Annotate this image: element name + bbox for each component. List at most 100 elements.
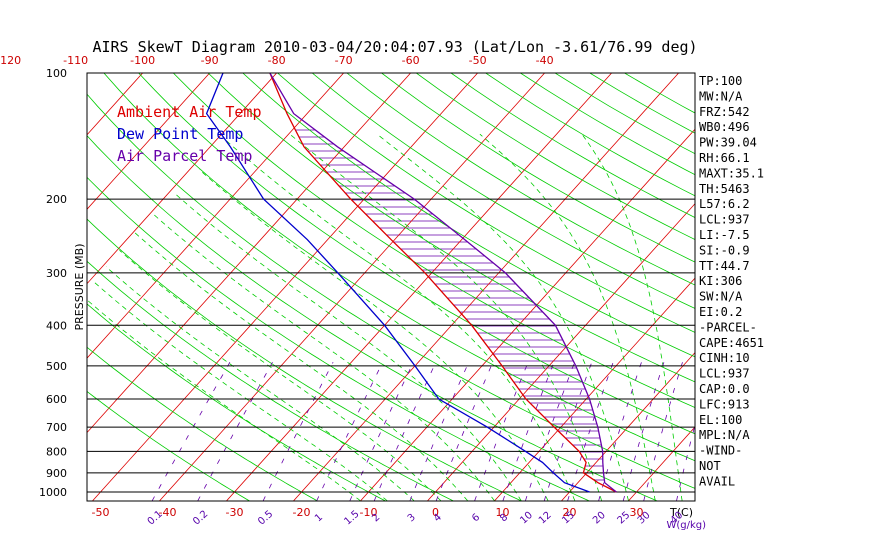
index-line: LFC:913: [699, 397, 750, 411]
mixing-ratio-line: [349, 362, 414, 501]
isotherm-line: [87, 73, 211, 210]
mixing-ratio-line: [262, 362, 334, 501]
bottom-temp-tick-label: 0: [432, 506, 439, 519]
isotherm-line: [293, 73, 680, 501]
x-axis-label: T(C): [669, 506, 693, 519]
index-line: TP:100: [699, 74, 742, 88]
isotherm-line: [427, 203, 695, 501]
index-line: SW:N/A: [699, 290, 743, 304]
dry-adiabat-line: [242, 73, 695, 358]
series-ambient-air-temp: [269, 73, 617, 493]
mixing-ratio-line: [643, 362, 683, 501]
pressure-tick-label: 1000: [39, 486, 67, 499]
dry-adiabat-line: [87, 218, 522, 501]
mixing-ratio-line: [197, 362, 273, 501]
isotherm-line: [763, 54, 870, 501]
dry-adiabat-line: [87, 303, 386, 501]
isobar-lines: [87, 198, 695, 493]
index-line: EL:100: [699, 413, 742, 427]
pressure-tick-label: 400: [46, 319, 67, 332]
dry-adiabat-line: [485, 73, 695, 197]
mixing-ratio-line: [543, 362, 593, 501]
pressure-tick-label: 500: [46, 360, 67, 373]
index-line: -WIND-: [699, 444, 742, 458]
mixing-ratio-tick-label: 2: [370, 512, 382, 524]
index-line: AVAIL: [699, 474, 735, 488]
mixing-ratio-tick-label: 0.2: [191, 509, 210, 528]
dry-adiabat-line: [87, 93, 695, 489]
index-line: EI:0.2: [699, 305, 742, 319]
bottom-temp-tick-label: -30: [226, 506, 244, 519]
mixing-ratio-tick-label: 3: [406, 512, 418, 524]
legend-entry: Dew Point Temp: [117, 125, 243, 143]
mixing-ratio-tick-label: 4: [432, 512, 444, 524]
legend: Ambient Air Temp Dew Point Temp Air Parcel…: [117, 103, 262, 165]
pressure-tick-label: 900: [46, 467, 67, 480]
legend-entry: Ambient Air Temp: [117, 103, 262, 121]
plot-area: [0, 54, 870, 501]
index-line: LCL:937: [699, 213, 750, 227]
moist-adiabat-lines: [87, 133, 683, 501]
dry-adiabat-line: [87, 346, 318, 501]
index-line: MAXT:35.1: [699, 166, 764, 180]
isotherm-line: [0, 54, 26, 501]
index-line: MPL:N/A: [699, 428, 750, 442]
sounding-profiles: [205, 73, 617, 493]
top-temp-tick-label: -120: [0, 54, 21, 67]
dry-adiabat-line: [311, 73, 695, 309]
pressure-tick-label: 600: [46, 393, 67, 406]
isotherm-line: [494, 277, 695, 501]
dry-adiabat-line: [554, 73, 695, 155]
index-line: LI:-7.5: [699, 228, 750, 242]
plot-frame: [86, 72, 696, 502]
top-temp-tick-label: -80: [268, 54, 286, 67]
dry-adiabat-line: [103, 73, 695, 462]
isotherm-line: [159, 73, 546, 501]
mixing-ratio-lines: [151, 362, 695, 501]
mixing-ratio-line: [373, 362, 437, 501]
top-temp-tick-label: -100: [130, 54, 155, 67]
mixing-ratio-tick-label: 6: [470, 512, 482, 524]
mixing-ratio-line: [676, 423, 695, 501]
dry-adiabat-line: [138, 73, 695, 435]
series-air-parcel-temp: [269, 73, 617, 493]
isotherm-line: [87, 73, 412, 434]
pressure-tick-label: 800: [46, 445, 67, 458]
mixing-ratio-tick-label: 0.5: [256, 509, 275, 528]
mixing-ratio-line: [567, 362, 614, 501]
pressure-tick-label: 200: [46, 193, 67, 206]
dry-adiabat-line: [87, 390, 250, 501]
isotherm-line: [226, 73, 613, 501]
mixing-ratio-line: [409, 362, 470, 501]
mixing-ratio-tick-label: 12: [537, 510, 554, 527]
index-line: MW:N/A: [699, 89, 743, 103]
dry-adiabat-line: [87, 176, 590, 501]
isotherm-line: [92, 73, 479, 501]
index-line: FRZ:542: [699, 105, 750, 119]
index-line: WB0:496: [699, 120, 750, 134]
dry-adiabat-line: [346, 73, 695, 286]
isotherm-line: [561, 351, 695, 501]
top-temp-tick-label: -50: [469, 54, 487, 67]
top-temp-tick-label: -60: [402, 54, 420, 67]
index-line: PW:39.04: [699, 136, 757, 150]
legend-entry: Air Parcel Temp: [117, 147, 252, 165]
pressure-tick-label: 700: [46, 421, 67, 434]
index-line: TT:44.7: [699, 259, 750, 273]
index-line: LCL:937: [699, 367, 750, 381]
moist-adiabat-line: [119, 250, 442, 501]
bottom-temp-tick-label: -20: [293, 506, 311, 519]
chart-title: AIRS SkewT Diagram 2010-03-04/20:04:07.9…: [92, 38, 697, 56]
moist-adiabat-line: [134, 232, 469, 501]
dry-adiabat-line: [172, 73, 695, 408]
moist-adiabat-line: [93, 281, 388, 501]
top-temp-tick-label: -40: [536, 54, 554, 67]
dry-adiabat-line: [380, 73, 695, 263]
mixing-ratio-line: [151, 362, 231, 501]
bottom-temp-tick-label: -50: [92, 506, 110, 519]
mixing-ratio-line: [622, 362, 665, 501]
mixing-ratio-line: [316, 362, 384, 501]
mixing-ratio-line: [474, 362, 529, 501]
